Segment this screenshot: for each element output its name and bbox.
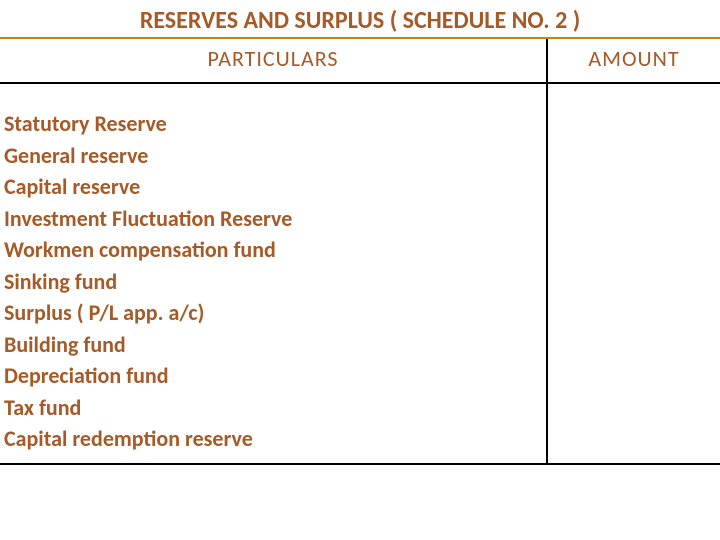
particulars-list: Statutory Reserve General reserve Capita… <box>4 84 542 463</box>
list-item: Capital reserve <box>4 171 542 203</box>
list-item: General reserve <box>4 140 542 172</box>
list-item: Depreciation fund <box>4 360 542 392</box>
list-item: Investment Fluctuation Reserve <box>4 203 542 235</box>
amount-cell <box>548 84 720 463</box>
list-item: Surplus ( P/L app. a/c) <box>4 297 542 329</box>
col-header-particulars: PARTICULARS <box>0 39 548 82</box>
list-item: Building fund <box>4 329 542 361</box>
list-item: Sinking fund <box>4 266 542 298</box>
page: RESERVES AND SURPLUS ( SCHEDULE NO. 2 ) … <box>0 0 720 540</box>
particulars-cell: Statutory Reserve General reserve Capita… <box>0 84 548 463</box>
table-header-row: PARTICULARS AMOUNT <box>0 39 720 84</box>
table-body-row: Statutory Reserve General reserve Capita… <box>0 84 720 465</box>
list-item: Workmen compensation fund <box>4 234 542 266</box>
list-item: Capital redemption reserve <box>4 423 542 455</box>
page-title: RESERVES AND SURPLUS ( SCHEDULE NO. 2 ) <box>0 0 720 39</box>
list-item: Tax fund <box>4 392 542 424</box>
list-item: Statutory Reserve <box>4 108 542 140</box>
schedule-table: PARTICULARS AMOUNT Statutory Reserve Gen… <box>0 39 720 465</box>
col-header-amount: AMOUNT <box>548 39 720 82</box>
